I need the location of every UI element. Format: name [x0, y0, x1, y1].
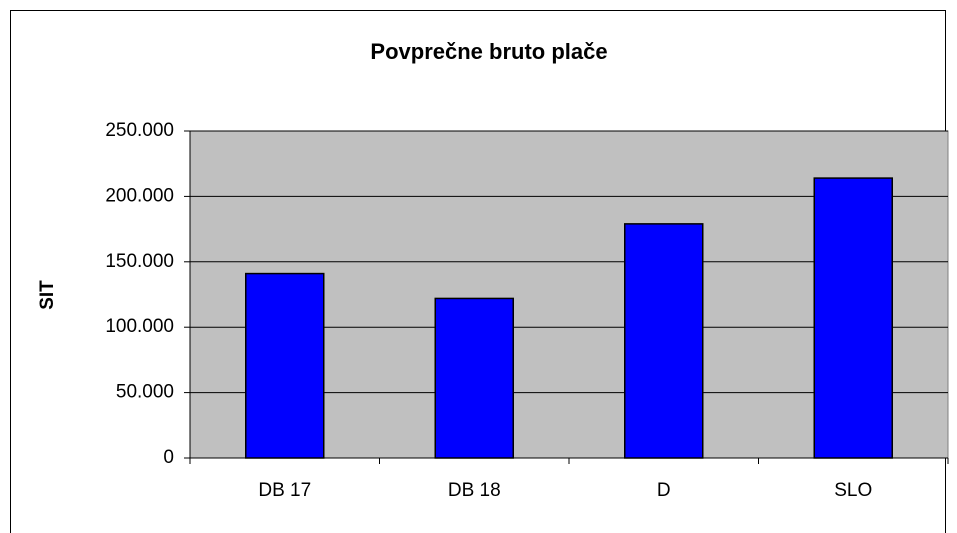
- y-axis-label: SIT: [37, 280, 58, 310]
- bar: [624, 223, 704, 459]
- y-tick-label: 50.000: [116, 382, 174, 403]
- bar: [245, 272, 325, 459]
- chart-title: Povprečne bruto plače: [370, 39, 607, 64]
- bar: [434, 297, 514, 459]
- x-tick-label: DB 18: [448, 480, 501, 501]
- x-tick-label: D: [657, 480, 671, 501]
- y-tick-label: 250.000: [105, 120, 174, 141]
- x-tick-label: DB 17: [258, 480, 311, 501]
- y-tick-label: 150.000: [105, 251, 174, 272]
- y-tick-label: 100.000: [105, 316, 174, 337]
- y-tick-label: 200.000: [105, 185, 174, 206]
- x-tick-label: SLO: [834, 480, 872, 501]
- bar: [813, 177, 893, 459]
- y-tick-label: 0: [163, 447, 174, 468]
